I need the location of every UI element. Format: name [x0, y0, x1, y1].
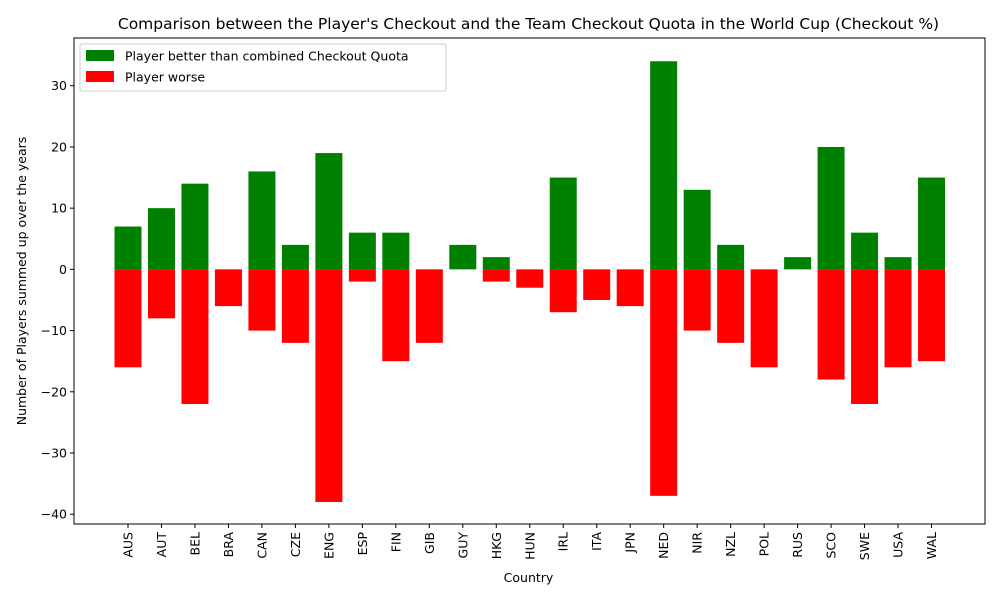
bar-better-cze [281, 244, 309, 270]
bar-worse-nir [683, 269, 711, 331]
bar-better-aus [114, 226, 142, 270]
y-tick-label: −20 [41, 384, 67, 399]
x-tick-label: NIR [690, 532, 705, 554]
bar-worse-ita [583, 269, 611, 300]
bar-worse-sco [817, 269, 845, 380]
y-tick-label: −40 [41, 507, 67, 522]
bar-better-guy [449, 244, 477, 270]
bar-worse-gib [415, 269, 443, 343]
bar-worse-irl [549, 269, 577, 313]
legend-box [79, 43, 447, 92]
x-tick-label: ITA [589, 532, 604, 551]
bar-better-esp [348, 232, 376, 270]
legend-label-worse: Player worse [125, 70, 205, 85]
x-tick-label: HKG [489, 532, 504, 559]
bar-better-wal [918, 177, 946, 270]
x-tick-label: BEL [187, 532, 202, 555]
bar-better-eng [315, 153, 343, 270]
x-tick-label: RUS [790, 532, 805, 558]
x-tick-label: GIB [422, 532, 437, 554]
bar-worse-usa [884, 269, 912, 368]
y-tick-label: −10 [41, 323, 67, 338]
bar-worse-jpn [616, 269, 644, 307]
y-tick-label: −30 [41, 445, 67, 460]
y-tick-label: 20 [51, 139, 67, 154]
y-axis-ticks: 30 20 10 0 −10 −20 −30 −40 [41, 78, 74, 522]
bar-worse-can [248, 269, 276, 331]
bar-better-aut [147, 208, 175, 270]
bar-better-bel [181, 183, 209, 270]
bar-worse-swe [851, 269, 879, 405]
bar-worse-aut [147, 269, 175, 319]
legend: Player better than combined Checkout Quo… [79, 43, 447, 92]
x-tick-label: JPN [623, 532, 638, 554]
legend-label-better: Player better than combined Checkout Quo… [125, 49, 409, 64]
bar-worse-pol [750, 269, 778, 368]
bars-group [114, 61, 946, 502]
x-tick-label: USA [891, 532, 906, 558]
x-tick-label: IRL [556, 532, 571, 551]
plot-frame [73, 37, 986, 525]
x-tick-label: WAL [924, 532, 939, 559]
y-axis-label: Number of Players summed up over the yea… [14, 137, 29, 426]
bar-worse-hkg [482, 269, 510, 282]
bar-worse-bel [181, 269, 209, 405]
bar-worse-cze [281, 269, 309, 343]
x-tick-label: ENG [321, 532, 336, 559]
bar-worse-ned [650, 269, 678, 496]
bar-worse-esp [348, 269, 376, 282]
bar-better-rus [784, 257, 812, 270]
x-tick-label: BRA [221, 532, 236, 558]
x-axis-label: Country [504, 570, 554, 585]
bar-worse-bra [214, 269, 242, 307]
x-tick-label: POL [757, 532, 772, 556]
bar-better-nir [683, 189, 711, 270]
x-axis-ticks: AUS AUT BEL BRA CAN CZE ENG ESP FIN GIB GUY HKG HUN I… [121, 524, 939, 560]
x-tick-label: ESP [355, 532, 370, 556]
x-tick-label: AUS [121, 532, 136, 558]
x-tick-label: NZL [723, 532, 738, 557]
bar-better-hkg [482, 257, 510, 270]
x-tick-label: CZE [288, 532, 303, 557]
x-tick-label: FIN [388, 532, 403, 552]
bar-worse-fin [382, 269, 410, 362]
chart-title: Comparison between the Player's Checkout… [118, 15, 939, 33]
x-tick-label: GUY [455, 532, 470, 559]
y-tick-label: 0 [59, 262, 67, 277]
bar-better-nzl [717, 244, 745, 270]
bar-worse-wal [918, 269, 946, 362]
bar-worse-eng [315, 269, 343, 502]
x-tick-label: HUN [522, 532, 537, 560]
x-tick-label: SCO [824, 532, 839, 559]
x-tick-label: CAN [254, 532, 269, 559]
bar-better-can [248, 171, 276, 270]
x-tick-label: NED [656, 532, 671, 559]
bar-better-fin [382, 232, 410, 270]
bar-worse-aus [114, 269, 142, 368]
y-tick-label: 10 [51, 201, 67, 216]
bar-worse-nzl [717, 269, 745, 343]
bar-better-ned [650, 61, 678, 270]
x-tick-label: SWE [857, 532, 872, 560]
legend-swatch-worse [86, 71, 114, 82]
x-tick-label: AUT [154, 532, 169, 558]
y-tick-label: 30 [51, 78, 67, 93]
bar-worse-hun [516, 269, 544, 288]
bar-better-usa [884, 257, 912, 270]
bar-better-swe [851, 232, 879, 270]
legend-swatch-better [86, 50, 114, 61]
bar-better-irl [549, 177, 577, 270]
bar-better-sco [817, 146, 845, 270]
